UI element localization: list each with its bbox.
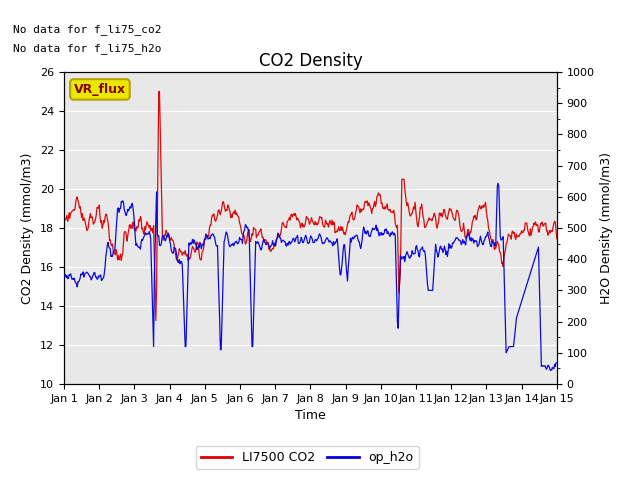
Text: No data for f_li75_h2o: No data for f_li75_h2o	[13, 43, 161, 54]
Y-axis label: H2O Density (mmol/m3): H2O Density (mmol/m3)	[600, 152, 613, 304]
Y-axis label: CO2 Density (mmol/m3): CO2 Density (mmol/m3)	[22, 152, 35, 304]
Title: CO2 Density: CO2 Density	[259, 52, 362, 71]
Legend: LI7500 CO2, op_h2o: LI7500 CO2, op_h2o	[196, 446, 419, 469]
Text: VR_flux: VR_flux	[74, 83, 126, 96]
X-axis label: Time: Time	[295, 409, 326, 422]
Text: No data for f_li75_co2: No data for f_li75_co2	[13, 24, 161, 35]
